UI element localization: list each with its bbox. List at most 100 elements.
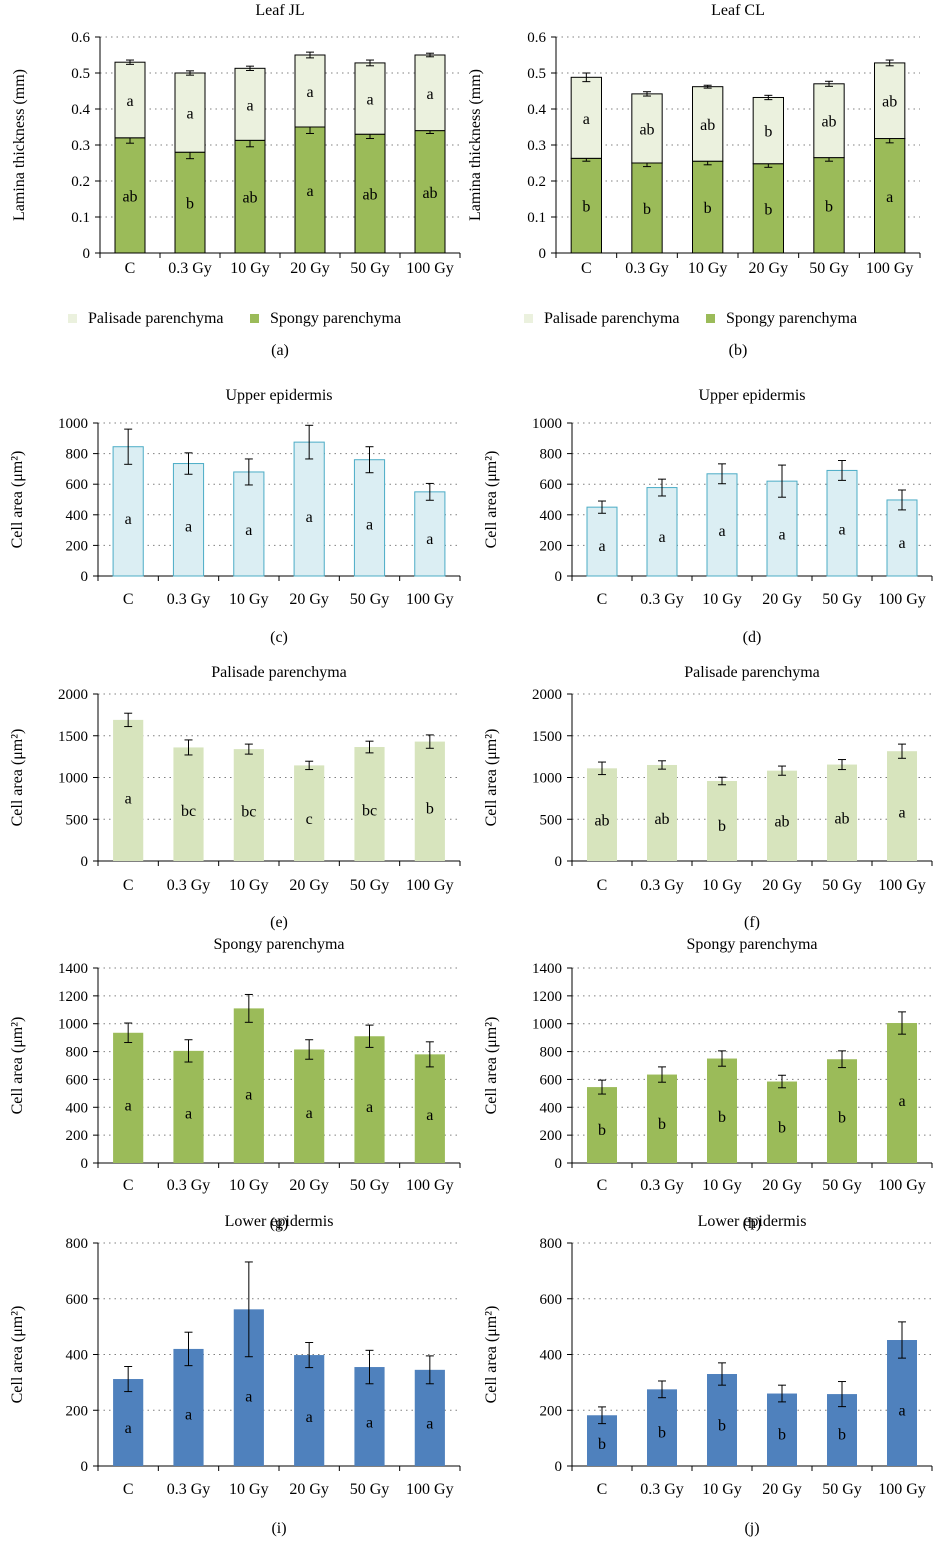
y-tick-label: 0.5 [527, 66, 546, 82]
significance-letter: a [898, 535, 905, 552]
y-tick-label: 800 [66, 447, 89, 463]
significance-letter: a [125, 511, 132, 528]
significance-letter: a [306, 1105, 313, 1122]
x-tick-label: 20 Gy [289, 591, 329, 608]
significance-letter: a [185, 518, 192, 535]
significance-letter: b [598, 1436, 606, 1453]
y-tick-label: 0.4 [71, 102, 90, 118]
significance-letter: a [246, 97, 253, 114]
significance-letter: b [718, 1418, 726, 1435]
y-tick-label: 1500 [58, 729, 88, 745]
y-axis-label: Lamina thickness (mm) [11, 69, 28, 221]
chart-title: Leaf CL [711, 2, 765, 19]
significance-letter: b [582, 199, 590, 216]
y-tick-label: 2000 [532, 687, 562, 703]
bar [353, 459, 386, 577]
significance-letter: a [898, 1093, 905, 1110]
significance-letter: b [718, 1109, 726, 1126]
significance-letter: a [426, 531, 433, 548]
y-tick-label: 0 [555, 854, 563, 870]
bar [887, 1340, 917, 1466]
legend-swatch [250, 314, 259, 323]
significance-letter: a [245, 1086, 252, 1103]
significance-letter: ab [654, 811, 669, 828]
legend-label: Spongy parenchyma [726, 310, 857, 327]
y-tick-label: 2000 [58, 687, 88, 703]
significance-letter: a [426, 1107, 433, 1124]
significance-letter: ab [774, 813, 789, 830]
y-tick-label: 0 [555, 1459, 563, 1475]
bar [234, 139, 266, 254]
bar [767, 1081, 797, 1163]
significance-letter: a [426, 1416, 433, 1433]
x-tick-label: 0.3 Gy [167, 1481, 211, 1498]
bar [234, 67, 266, 141]
x-tick-label: 0.3 Gy [640, 877, 684, 894]
y-tick-label: 0 [555, 569, 563, 585]
significance-letter: a [306, 84, 313, 101]
bar [294, 765, 325, 861]
x-tick-label: 0.3 Gy [640, 1177, 684, 1194]
significance-letter: bc [362, 803, 377, 820]
y-tick-label: 200 [66, 1403, 89, 1419]
bar [692, 160, 724, 254]
bar [647, 764, 677, 861]
bar [767, 770, 797, 861]
bar [707, 1374, 737, 1466]
legend-label: Palisade parenchyma [88, 310, 224, 327]
panel-label: (f) [744, 914, 760, 931]
y-tick-label: 0.4 [527, 102, 546, 118]
bar [354, 747, 385, 861]
significance-letter: bc [181, 803, 196, 820]
x-tick-label: 10 Gy [229, 1177, 269, 1194]
significance-letter: b [718, 818, 726, 835]
significance-letter: a [366, 1099, 373, 1116]
significance-letter: ab [882, 94, 897, 111]
x-tick-label: 10 Gy [229, 1481, 269, 1498]
y-tick-label: 400 [66, 1348, 89, 1364]
bar [631, 162, 663, 254]
y-tick-label: 1400 [58, 961, 88, 977]
bar [587, 768, 617, 861]
x-tick-label: 50 Gy [350, 877, 390, 894]
bar [586, 506, 618, 577]
significance-letter: a [366, 517, 373, 534]
bar [414, 1054, 445, 1163]
significance-letter: a [306, 183, 313, 200]
significance-letter: b [426, 800, 434, 817]
significance-letter: a [583, 111, 590, 128]
significance-letter: b [186, 196, 194, 213]
bar [172, 463, 205, 577]
y-tick-label: 0 [539, 246, 547, 262]
significance-letter: ab [422, 185, 437, 202]
y-tick-label: 0.6 [527, 30, 546, 46]
significance-letter: a [898, 805, 905, 822]
x-tick-label: 10 Gy [702, 877, 742, 894]
bar [173, 747, 204, 861]
y-tick-label: 1200 [58, 989, 88, 1005]
y-tick-label: 0 [555, 1156, 563, 1172]
chart-title: Upper epidermis [225, 387, 332, 404]
significance-letter: a [306, 509, 313, 526]
panel-label: (c) [270, 629, 288, 646]
bar [233, 471, 265, 577]
y-tick-label: 1000 [58, 416, 88, 432]
x-tick-label: 100 Gy [878, 591, 926, 608]
legend-swatch [524, 314, 533, 323]
x-tick-label: 100 Gy [866, 260, 914, 277]
y-tick-label: 1200 [532, 989, 562, 1005]
bar [414, 130, 446, 254]
bar [752, 163, 785, 254]
significance-letter: b [825, 198, 833, 215]
x-tick-label: 100 Gy [878, 1481, 926, 1498]
significance-letter: a [185, 1406, 192, 1423]
bar [766, 480, 798, 577]
significance-letter: ab [362, 187, 377, 204]
x-tick-label: 100 Gy [878, 877, 926, 894]
y-tick-label: 600 [540, 477, 563, 493]
y-axis-label: Lamina thickness (mm) [467, 69, 484, 221]
significance-letter: a [426, 86, 433, 103]
bar [647, 1389, 677, 1466]
significance-letter: ab [834, 811, 849, 828]
